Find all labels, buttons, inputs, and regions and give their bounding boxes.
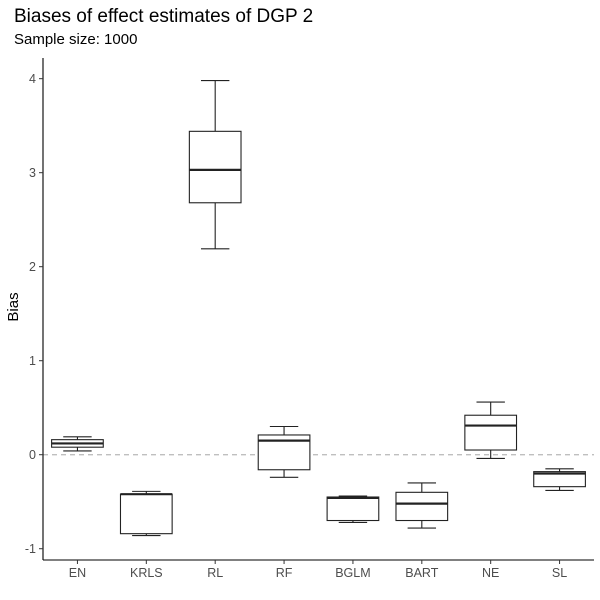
y-axis-label: Bias [5, 292, 22, 321]
box-iqr [395, 491, 449, 522]
y-tick-label: 4 [29, 72, 36, 86]
box-iqr [533, 471, 586, 488]
box-iqr [119, 493, 173, 535]
y-tick-label: -1 [25, 542, 36, 556]
x-tick-label: NE [482, 566, 499, 580]
box-rl [188, 80, 242, 250]
x-tick-label: RF [276, 566, 293, 580]
box-ne [464, 401, 518, 460]
box-bart [395, 482, 449, 529]
chart-subtitle: Sample size: 1000 [14, 31, 137, 48]
box-iqr [326, 496, 380, 522]
x-tick-label: SL [552, 566, 567, 580]
chart-title: Biases of effect estimates of DGP 2 [14, 6, 313, 27]
x-tick-label: BGLM [335, 566, 370, 580]
box-iqr [464, 414, 518, 451]
y-axis: -1 0 1 2 3 4 [25, 58, 44, 560]
x-axis: EN KRLS RL RF BGLM BART NE SL [43, 559, 594, 580]
y-tick-label: 2 [29, 260, 36, 274]
x-tick-label: BART [405, 566, 438, 580]
y-tick-label: 1 [29, 354, 36, 368]
box-iqr [188, 130, 242, 204]
y-tick-label: 3 [29, 166, 36, 180]
y-tick-label: 0 [29, 448, 36, 462]
x-tick-label: KRLS [130, 566, 163, 580]
box-bglm [326, 495, 380, 523]
x-tick-label: RL [207, 566, 223, 580]
box-rf [257, 425, 311, 478]
boxes-layer [51, 80, 586, 537]
box-sl [533, 468, 586, 491]
x-tick-label: EN [69, 566, 86, 580]
box-en [51, 436, 104, 452]
box-krls [119, 490, 173, 537]
